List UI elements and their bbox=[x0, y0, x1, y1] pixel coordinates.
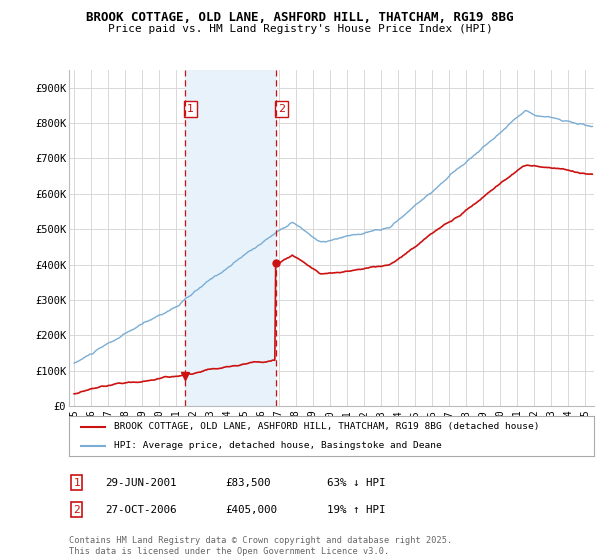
Text: £405,000: £405,000 bbox=[225, 505, 277, 515]
Text: 2: 2 bbox=[278, 104, 285, 114]
Text: 27-OCT-2006: 27-OCT-2006 bbox=[105, 505, 176, 515]
Text: Contains HM Land Registry data © Crown copyright and database right 2025.
This d: Contains HM Land Registry data © Crown c… bbox=[69, 536, 452, 556]
Text: BROOK COTTAGE, OLD LANE, ASHFORD HILL, THATCHAM, RG19 8BG: BROOK COTTAGE, OLD LANE, ASHFORD HILL, T… bbox=[86, 11, 514, 24]
Text: HPI: Average price, detached house, Basingstoke and Deane: HPI: Average price, detached house, Basi… bbox=[113, 441, 442, 450]
Text: 2: 2 bbox=[73, 505, 80, 515]
Bar bbox=[185, 70, 275, 406]
Text: 1: 1 bbox=[73, 478, 80, 488]
Text: 29-JUN-2001: 29-JUN-2001 bbox=[105, 478, 176, 488]
Text: 19% ↑ HPI: 19% ↑ HPI bbox=[327, 505, 386, 515]
Text: £83,500: £83,500 bbox=[225, 478, 271, 488]
Text: BROOK COTTAGE, OLD LANE, ASHFORD HILL, THATCHAM, RG19 8BG (detached house): BROOK COTTAGE, OLD LANE, ASHFORD HILL, T… bbox=[113, 422, 539, 431]
Text: 63% ↓ HPI: 63% ↓ HPI bbox=[327, 478, 386, 488]
Text: Price paid vs. HM Land Registry's House Price Index (HPI): Price paid vs. HM Land Registry's House … bbox=[107, 24, 493, 34]
Text: 1: 1 bbox=[187, 104, 194, 114]
